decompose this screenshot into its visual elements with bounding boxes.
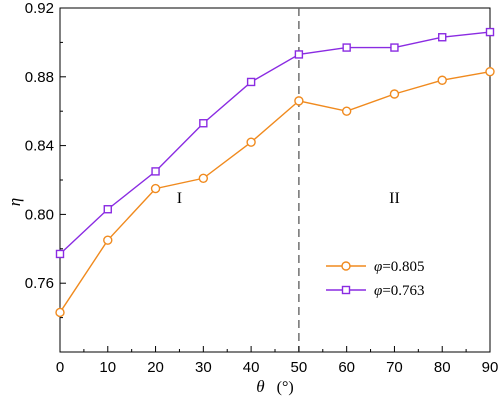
x-tick-label: 60 <box>338 359 355 376</box>
series-1 <box>55 66 495 318</box>
series-layer <box>55 27 495 318</box>
legend-marker-series-2 <box>341 285 351 295</box>
y-axis-ticks: 0.76 0.80 0.84 0.88 0.92 <box>25 0 66 319</box>
data-point <box>390 43 399 52</box>
region-label-ii: II <box>389 190 400 207</box>
x-axis-label: θ <box>256 377 264 396</box>
legend: φ=0.805 φ=0.763 <box>326 259 425 299</box>
x-tick-label: 70 <box>386 359 403 376</box>
plot-frame <box>59 7 491 353</box>
data-point <box>198 173 209 183</box>
x-axis-unit: (°) <box>277 379 294 396</box>
x-tick-label: 90 <box>482 359 498 376</box>
y-tick-label: 0.92 <box>25 0 54 17</box>
legend-label-series-1: φ=0.805 <box>374 259 425 275</box>
data-point <box>389 89 400 99</box>
data-point <box>151 167 160 176</box>
data-point <box>438 33 447 42</box>
plot-area <box>59 7 491 353</box>
data-point <box>485 27 495 37</box>
x-tick-label: 40 <box>243 359 260 376</box>
y-tick-label: 0.88 <box>25 69 54 86</box>
data-point <box>485 66 495 77</box>
legend-item-series-2: φ=0.763 <box>326 283 425 299</box>
legend-label-series-2: φ=0.763 <box>374 283 425 299</box>
y-tick-label: 0.80 <box>25 206 54 223</box>
x-tick-label: 50 <box>291 359 308 376</box>
legend-marker-series-1 <box>341 261 351 271</box>
x-tick-label: 10 <box>99 359 116 376</box>
x-tick-label: 0 <box>56 359 64 376</box>
data-point <box>150 183 161 194</box>
x-axis-ticks: 0 10 20 30 40 50 60 70 80 90 <box>56 346 498 376</box>
y-tick-label: 0.76 <box>25 275 54 292</box>
series-2 <box>55 27 495 259</box>
data-point <box>246 77 256 87</box>
y-axis-label: η <box>5 198 24 206</box>
data-point <box>437 75 447 85</box>
data-point <box>341 106 352 116</box>
data-point <box>199 119 208 128</box>
x-tick-label: 20 <box>147 359 164 376</box>
series-line-1 <box>59 70 491 313</box>
data-point <box>294 50 304 59</box>
data-point <box>246 137 256 147</box>
y-tick-label: 0.84 <box>25 138 54 155</box>
x-tick-label: 30 <box>195 359 212 376</box>
data-point <box>55 307 65 318</box>
x-tick-label: 80 <box>434 359 451 376</box>
legend-item-series-1: φ=0.805 <box>326 259 425 275</box>
x-axis-title: θ (°) <box>256 377 293 396</box>
region-label-i: I <box>177 190 182 207</box>
data-point <box>294 96 304 106</box>
data-point <box>342 43 351 52</box>
series-line-2 <box>59 31 491 255</box>
data-point <box>103 205 112 214</box>
data-point <box>103 235 113 245</box>
data-point <box>55 249 65 259</box>
